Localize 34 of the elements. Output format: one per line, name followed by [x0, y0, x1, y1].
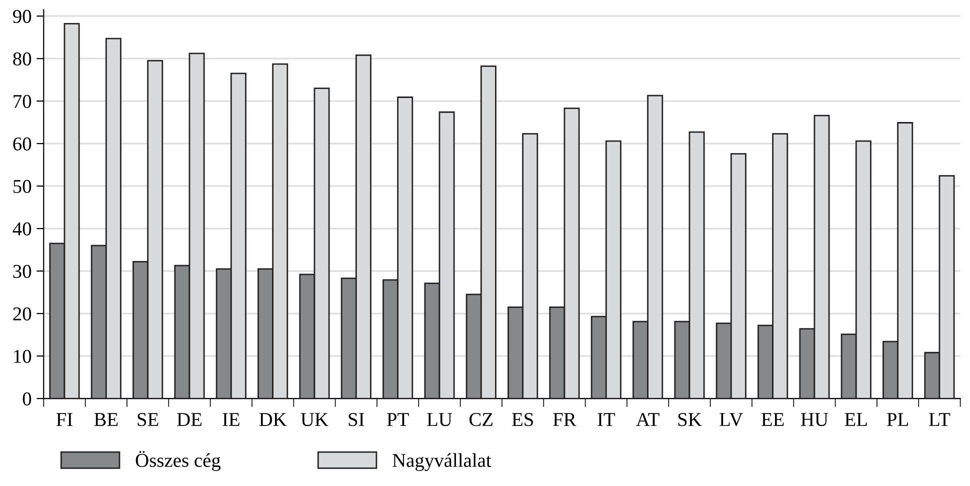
y-tick-label: 80	[13, 52, 32, 66]
x-tick-label: EL	[844, 413, 867, 426]
x-tick-label: ES	[512, 413, 533, 426]
x-tick-label: SI	[348, 413, 364, 426]
y-tick-label: 90	[13, 10, 32, 24]
x-tick-label: LV	[720, 413, 743, 426]
x-tick-label: UK	[300, 413, 328, 426]
x-tick-label: EE	[761, 413, 784, 426]
y-tick-label: 60	[13, 137, 32, 151]
x-tick-label: SE	[138, 413, 158, 426]
legend-label: Összes cég	[136, 451, 221, 471]
y-tick-label: 40	[12, 222, 32, 236]
x-tick-label: PT	[387, 413, 409, 426]
x-tick-label: IT	[598, 413, 615, 426]
y-tick-label: 0	[22, 392, 32, 406]
x-tick-label: LT	[929, 413, 950, 426]
y-tick-label: 10	[14, 350, 32, 363]
x-tick-label: CZ	[470, 413, 492, 426]
x-tick-label: PL	[887, 413, 908, 426]
y-tick-label: 20	[13, 307, 32, 320]
x-tick-label: FI	[56, 413, 72, 426]
x-tick-label: DK	[259, 413, 287, 426]
x-tick-label: BE	[94, 413, 118, 426]
y-tick-label: 30	[13, 264, 32, 278]
x-tick-label: SK	[678, 413, 702, 426]
x-tick-label: HU	[800, 413, 828, 426]
y-tick-label: 70	[14, 94, 32, 108]
legend-label: Nagyvállalat	[392, 453, 492, 471]
y-tick-label: 50	[14, 180, 32, 193]
x-tick-label: DE	[177, 413, 202, 426]
x-tick-label: IE	[222, 413, 240, 426]
x-tick-label: FR	[553, 413, 576, 426]
x-tick-label: AT	[636, 413, 660, 426]
x-tick-label: LU	[427, 413, 452, 426]
